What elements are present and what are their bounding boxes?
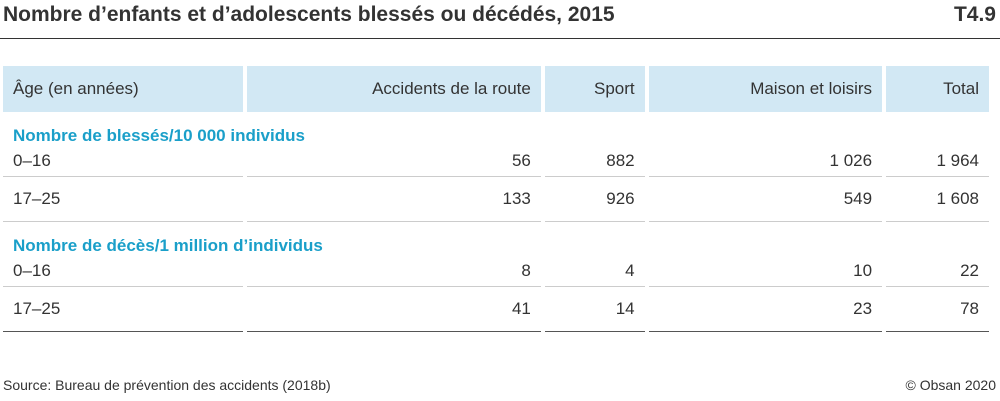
table-row: 0–16 8 4 10 22: [3, 256, 989, 287]
table-cell: 17–25: [3, 287, 243, 332]
table-cell: 0–16: [3, 146, 243, 177]
table-cell: 17–25: [3, 177, 243, 222]
table-cell: 56: [246, 146, 541, 177]
section-header-row: Nombre de blessés/10 000 individus: [3, 112, 989, 146]
header-total: Total: [886, 66, 989, 112]
header-row: Âge (en années) Accidents de la route Sp…: [3, 66, 989, 112]
data-table: Âge (en années) Accidents de la route Sp…: [0, 66, 993, 332]
table-row: 17–25 41 14 23 78: [3, 287, 989, 332]
source-note: Source: Bureau de prévention des acciden…: [3, 377, 331, 393]
table-cell: 78: [886, 287, 989, 332]
table-cell: 10: [648, 256, 883, 287]
table-cell: 926: [544, 177, 645, 222]
table-cell: 23: [648, 287, 883, 332]
section-label: Nombre de blessés/10 000 individus: [13, 126, 305, 145]
table-row: 17–25 133 926 549 1 608: [3, 177, 989, 222]
table-cell: 549: [648, 177, 883, 222]
header-road: Accidents de la route: [246, 66, 541, 112]
section-header-row: Nombre de décès/1 million d’individus: [3, 222, 989, 256]
header-age: Âge (en années): [3, 66, 243, 112]
table-cell: 1 964: [886, 146, 989, 177]
copyright: © Obsan 2020: [905, 377, 997, 393]
table-cell: 14: [544, 287, 645, 332]
table-cell: 1 608: [886, 177, 989, 222]
table-cell: 0–16: [3, 256, 243, 287]
title-divider: [0, 38, 1000, 39]
table-cell: 1 026: [648, 146, 883, 177]
table-title: Nombre d’enfants et d’adolescents blessé…: [3, 3, 615, 26]
table-cell: 8: [246, 256, 541, 287]
table-cell: 882: [544, 146, 645, 177]
table-cell: 4: [544, 256, 645, 287]
header-sport: Sport: [544, 66, 645, 112]
header-home: Maison et loisirs: [648, 66, 883, 112]
table-row: 0–16 56 882 1 026 1 964: [3, 146, 989, 177]
table-code: T4.9: [953, 3, 996, 26]
table-cell: 133: [246, 177, 541, 222]
table-cell: 41: [246, 287, 541, 332]
section-label: Nombre de décès/1 million d’individus: [13, 236, 323, 255]
table-cell: 22: [886, 256, 989, 287]
